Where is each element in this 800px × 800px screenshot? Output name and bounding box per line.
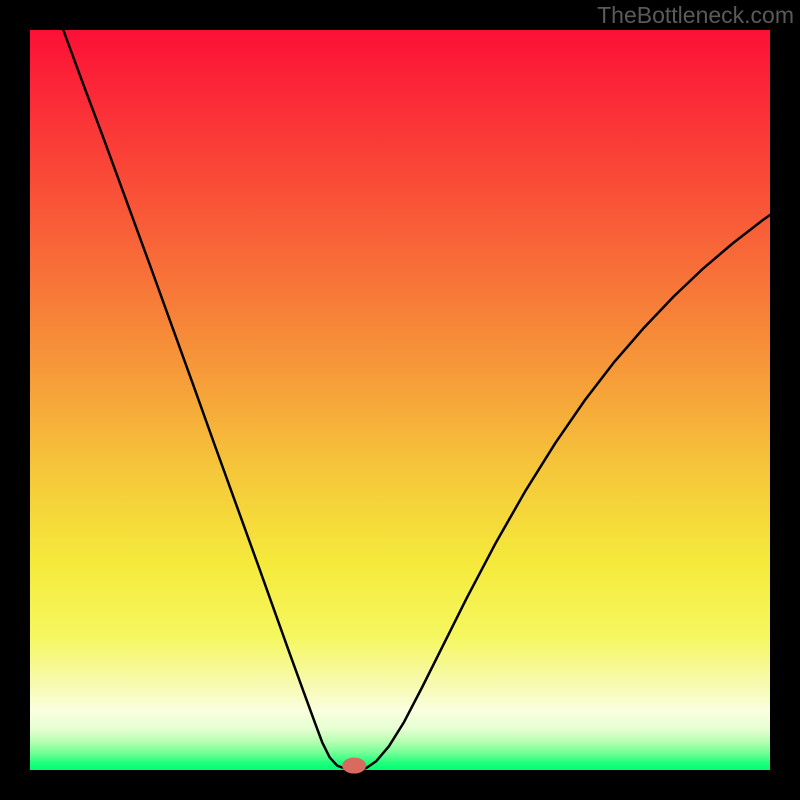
- watermark-text: TheBottleneck.com: [597, 2, 794, 29]
- optimal-point-marker: [342, 758, 366, 774]
- bottleneck-chart: [0, 0, 800, 800]
- chart-plot-area: [30, 30, 770, 770]
